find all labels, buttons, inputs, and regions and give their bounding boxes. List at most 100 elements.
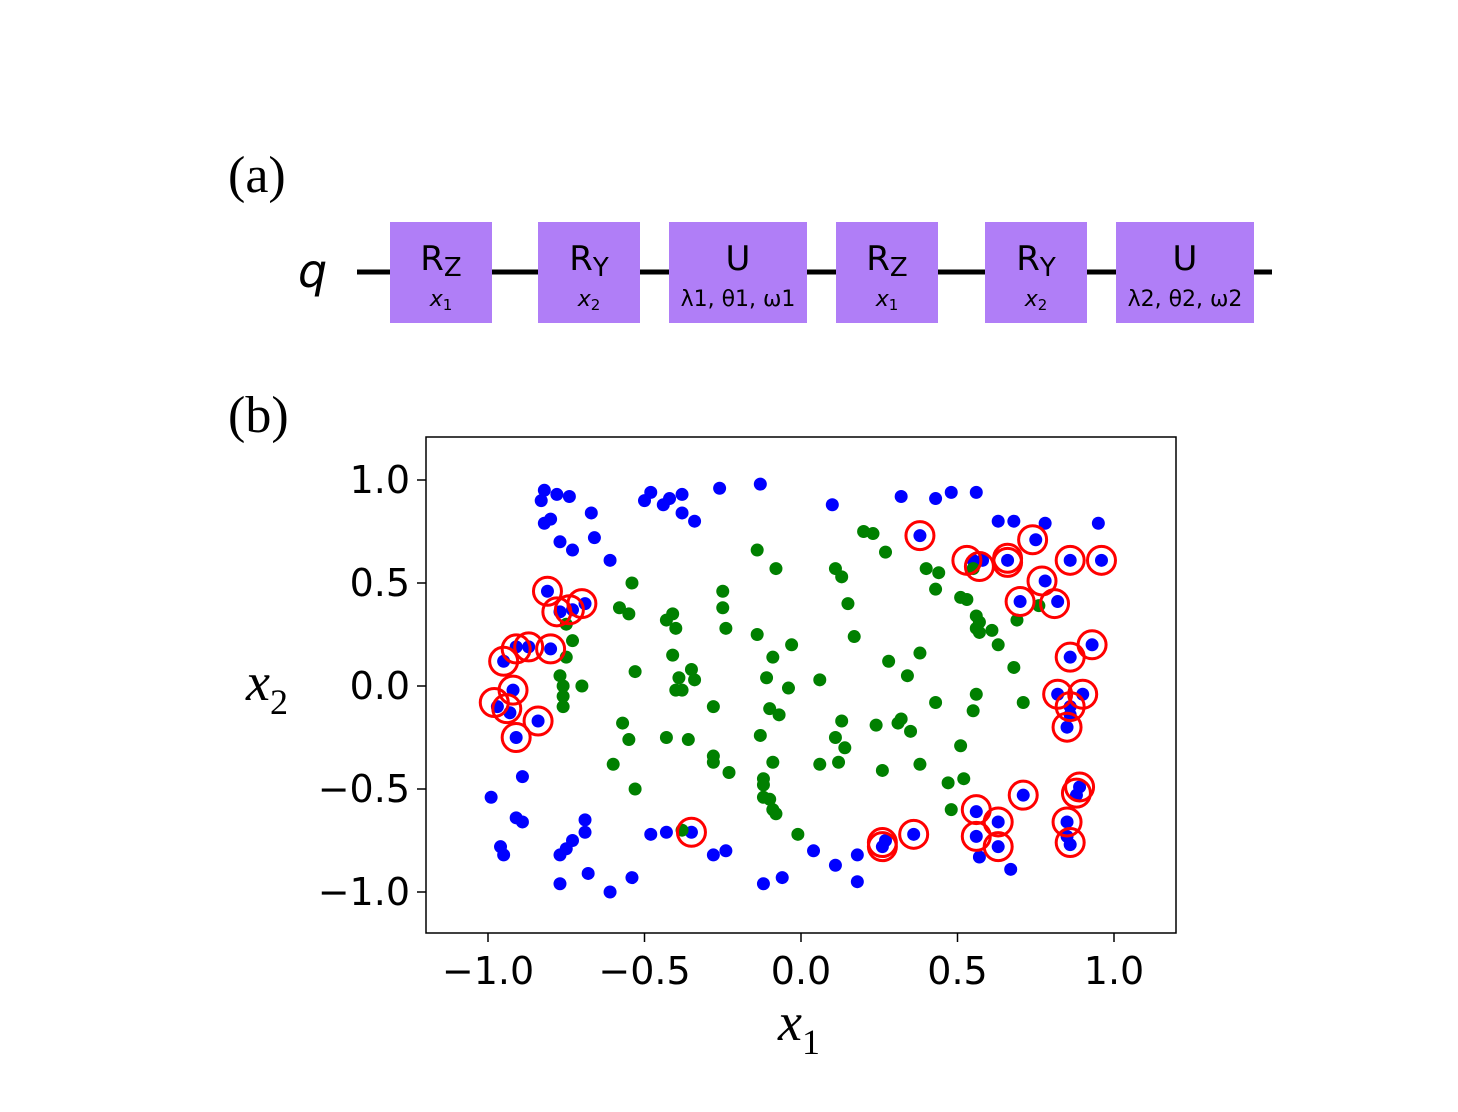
data-point-inner-class	[750, 543, 764, 557]
data-point-inner-class	[772, 708, 786, 722]
misclassified-marker	[992, 542, 1024, 574]
data-point-outer-class	[688, 514, 702, 528]
gate-3: Uλ1, θ1, ω1	[669, 222, 807, 323]
gate-sequence: RZ x1 RY x2 Uλ1, θ1, ω1 RZ x1 RY x2 Uλ2, θ2, ω2	[390, 222, 1254, 323]
data-point-outer-class	[1063, 553, 1077, 567]
data-point-inner-class	[553, 669, 567, 683]
misclassified-marker	[500, 722, 532, 753]
x-tick-label: −0.5	[598, 949, 690, 993]
x-tick-label: 0.5	[927, 949, 987, 993]
data-point-outer-class	[719, 844, 733, 858]
misclassified-marker	[491, 693, 523, 725]
misclassified-marker	[522, 705, 554, 737]
data-point-inner-class	[566, 634, 580, 648]
quantum-circuit: q RZ x1 RY x2 Uλ1, θ1, ω1 RZ x1 RY x2 Uλ2, θ2, ω2	[298, 222, 1272, 323]
data-point-outer-class	[659, 825, 673, 839]
data-point-outer-class	[638, 494, 651, 508]
data-point-inner-class	[966, 704, 980, 718]
misclassified-marker	[982, 806, 1014, 838]
misclassified-marker	[531, 575, 563, 607]
gate-1: RZ x1	[390, 222, 492, 323]
data-point-inner-class	[847, 630, 861, 644]
data-point-inner-class	[900, 669, 914, 683]
data-points	[484, 477, 1108, 899]
data-point-inner-class	[716, 584, 730, 598]
data-point-outer-class	[537, 483, 551, 497]
data-point-outer-class	[544, 642, 558, 656]
data-point-inner-class	[575, 679, 589, 693]
data-point-outer-class	[1060, 720, 1074, 734]
data-point-outer-class	[675, 506, 689, 520]
data-point-inner-class	[835, 714, 849, 728]
data-point-outer-class	[1004, 862, 1018, 876]
gate-box	[836, 222, 938, 323]
data-point-inner-class	[622, 733, 636, 747]
gate-parameter: x1	[429, 287, 453, 314]
data-point-inner-class	[753, 728, 767, 742]
panel-label-a: (a)	[228, 147, 286, 204]
data-point-outer-class	[644, 827, 658, 841]
data-point-outer-class	[828, 858, 842, 872]
data-point-inner-class	[960, 592, 974, 606]
data-point-outer-class	[756, 877, 770, 891]
gate-6: Uλ2, θ2, ω2	[1116, 222, 1254, 323]
data-point-outer-class	[1013, 595, 1027, 609]
data-point-outer-class	[584, 506, 598, 520]
data-point-inner-class	[879, 545, 893, 559]
misclassified-marker	[513, 631, 545, 663]
data-point-inner-class	[781, 681, 795, 695]
gate-parameter: x2	[577, 287, 601, 314]
data-point-inner-class	[716, 601, 730, 615]
data-point-inner-class	[894, 712, 908, 726]
gate-box	[985, 222, 1087, 323]
data-point-inner-class	[763, 792, 777, 806]
data-point-inner-class	[672, 671, 686, 685]
gate-parameter: x2	[1024, 287, 1048, 314]
misclassified-marker	[1051, 806, 1083, 838]
data-point-outer-class	[1094, 553, 1108, 567]
data-point-outer-class	[515, 815, 529, 829]
data-point-outer-class	[578, 825, 592, 839]
data-point-outer-class	[497, 848, 511, 862]
misclassified-markers	[478, 520, 1117, 863]
data-point-inner-class	[944, 803, 958, 817]
data-point-inner-class	[932, 566, 946, 580]
data-point-inner-class	[913, 757, 927, 771]
gate-box	[390, 222, 492, 323]
data-point-outer-class	[913, 529, 927, 543]
data-point-inner-class	[766, 650, 780, 664]
gate-name: RZ	[420, 239, 461, 283]
misclassified-marker	[1054, 544, 1086, 576]
gate-2: RY x2	[538, 222, 640, 323]
data-point-inner-class	[556, 679, 570, 693]
data-point-inner-class	[606, 757, 620, 771]
misclassified-marker	[675, 816, 707, 848]
data-point-inner-class	[1016, 695, 1030, 709]
panel-label-b: (b)	[228, 387, 289, 444]
data-point-outer-class	[534, 494, 548, 508]
misclassified-marker	[535, 633, 567, 665]
data-point-inner-class	[919, 562, 933, 576]
data-point-outer-class	[850, 875, 864, 889]
data-point-outer-class	[969, 829, 983, 843]
data-point-inner-class	[813, 757, 827, 771]
gate-box	[1116, 222, 1254, 323]
misclassified-marker	[1054, 641, 1086, 673]
gate-parameter: x1	[875, 287, 899, 314]
data-point-outer-class	[944, 485, 958, 499]
misclassified-marker	[1004, 586, 1036, 618]
data-point-outer-class	[991, 815, 1005, 829]
data-point-inner-class	[954, 739, 968, 753]
data-point-outer-class	[625, 871, 639, 885]
data-point-inner-class	[969, 687, 983, 701]
data-point-outer-class	[706, 848, 720, 862]
x-tick-label: 0.0	[771, 949, 831, 993]
data-point-outer-class	[807, 844, 821, 858]
data-point-outer-class	[713, 481, 727, 495]
data-point-outer-class	[1063, 650, 1077, 664]
data-point-inner-class	[929, 582, 943, 596]
data-point-inner-class	[556, 689, 570, 703]
x-tick-label: −1.0	[442, 949, 534, 993]
misclassified-marker	[982, 831, 1014, 863]
